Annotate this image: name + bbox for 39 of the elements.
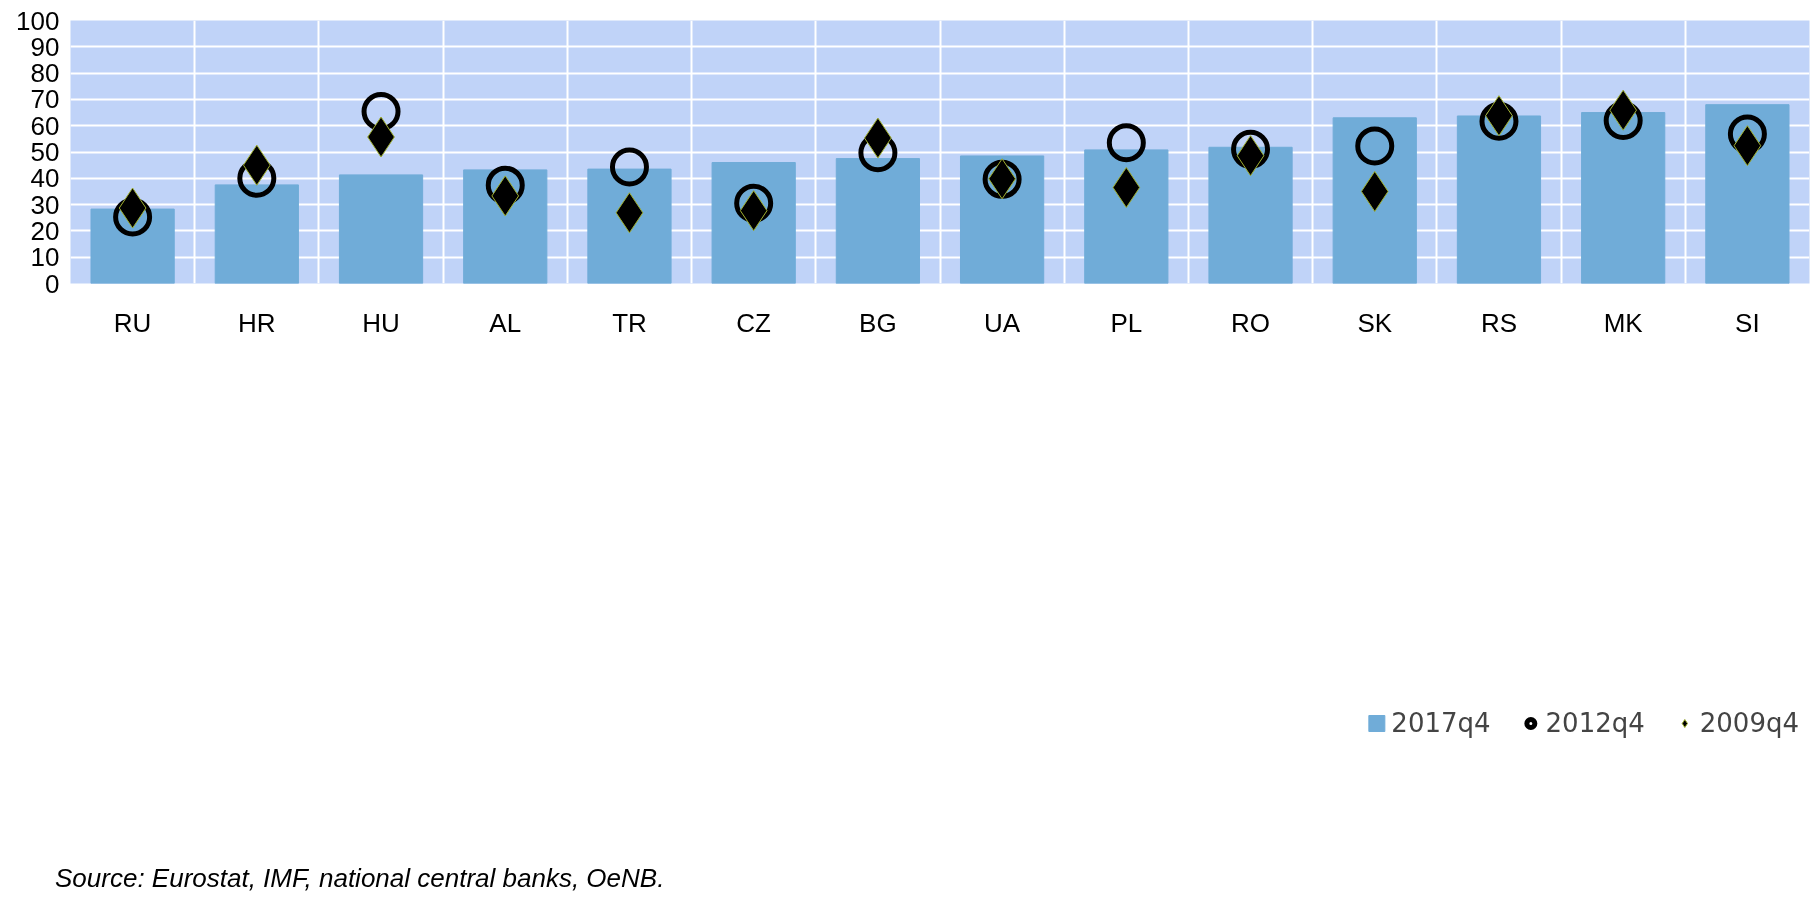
legend-label: 2017q4 — [1391, 707, 1491, 738]
bar — [835, 158, 920, 284]
x-tick-label: UA — [984, 307, 1021, 338]
x-tick-label: BG — [859, 307, 897, 338]
x-tick-label: RO — [1231, 307, 1271, 338]
bar — [90, 208, 175, 284]
bar — [1332, 117, 1417, 284]
point — [1479, 101, 1519, 141]
point — [982, 159, 1022, 199]
x-tick-label: TR — [612, 307, 647, 338]
bar — [960, 155, 1045, 284]
x-tick-label: SI — [1735, 307, 1760, 338]
x-tick-label: SK — [1357, 307, 1393, 338]
point — [1106, 123, 1146, 163]
point — [113, 197, 153, 237]
x-tick-label: RU — [113, 307, 152, 338]
x-tick-label: RS — [1480, 307, 1518, 338]
point — [609, 147, 649, 187]
point — [361, 92, 401, 131]
source-note: Source: Eurostat, IMF, national central banks, OeNB. — [55, 862, 665, 895]
legend-label: 2012q4 — [1545, 707, 1645, 738]
x-tick-label: HU — [362, 307, 400, 338]
point — [1355, 126, 1395, 166]
bar — [1581, 112, 1666, 284]
legend-label: 2009q4 — [1699, 707, 1799, 738]
bar — [1084, 149, 1169, 284]
x-tick-label: HR — [238, 307, 276, 338]
x-tick-label: CZ — [736, 307, 772, 338]
x-tick-label: AL — [489, 307, 522, 338]
x-tick-label: PL — [1110, 307, 1143, 338]
bar — [1456, 115, 1542, 284]
bar — [214, 184, 299, 284]
bar — [463, 169, 548, 284]
point — [1231, 129, 1271, 169]
bar — [1705, 104, 1790, 284]
bar — [338, 174, 424, 284]
x-tick-label: MK — [1603, 307, 1644, 338]
bar — [1208, 146, 1293, 284]
bar — [587, 168, 672, 284]
